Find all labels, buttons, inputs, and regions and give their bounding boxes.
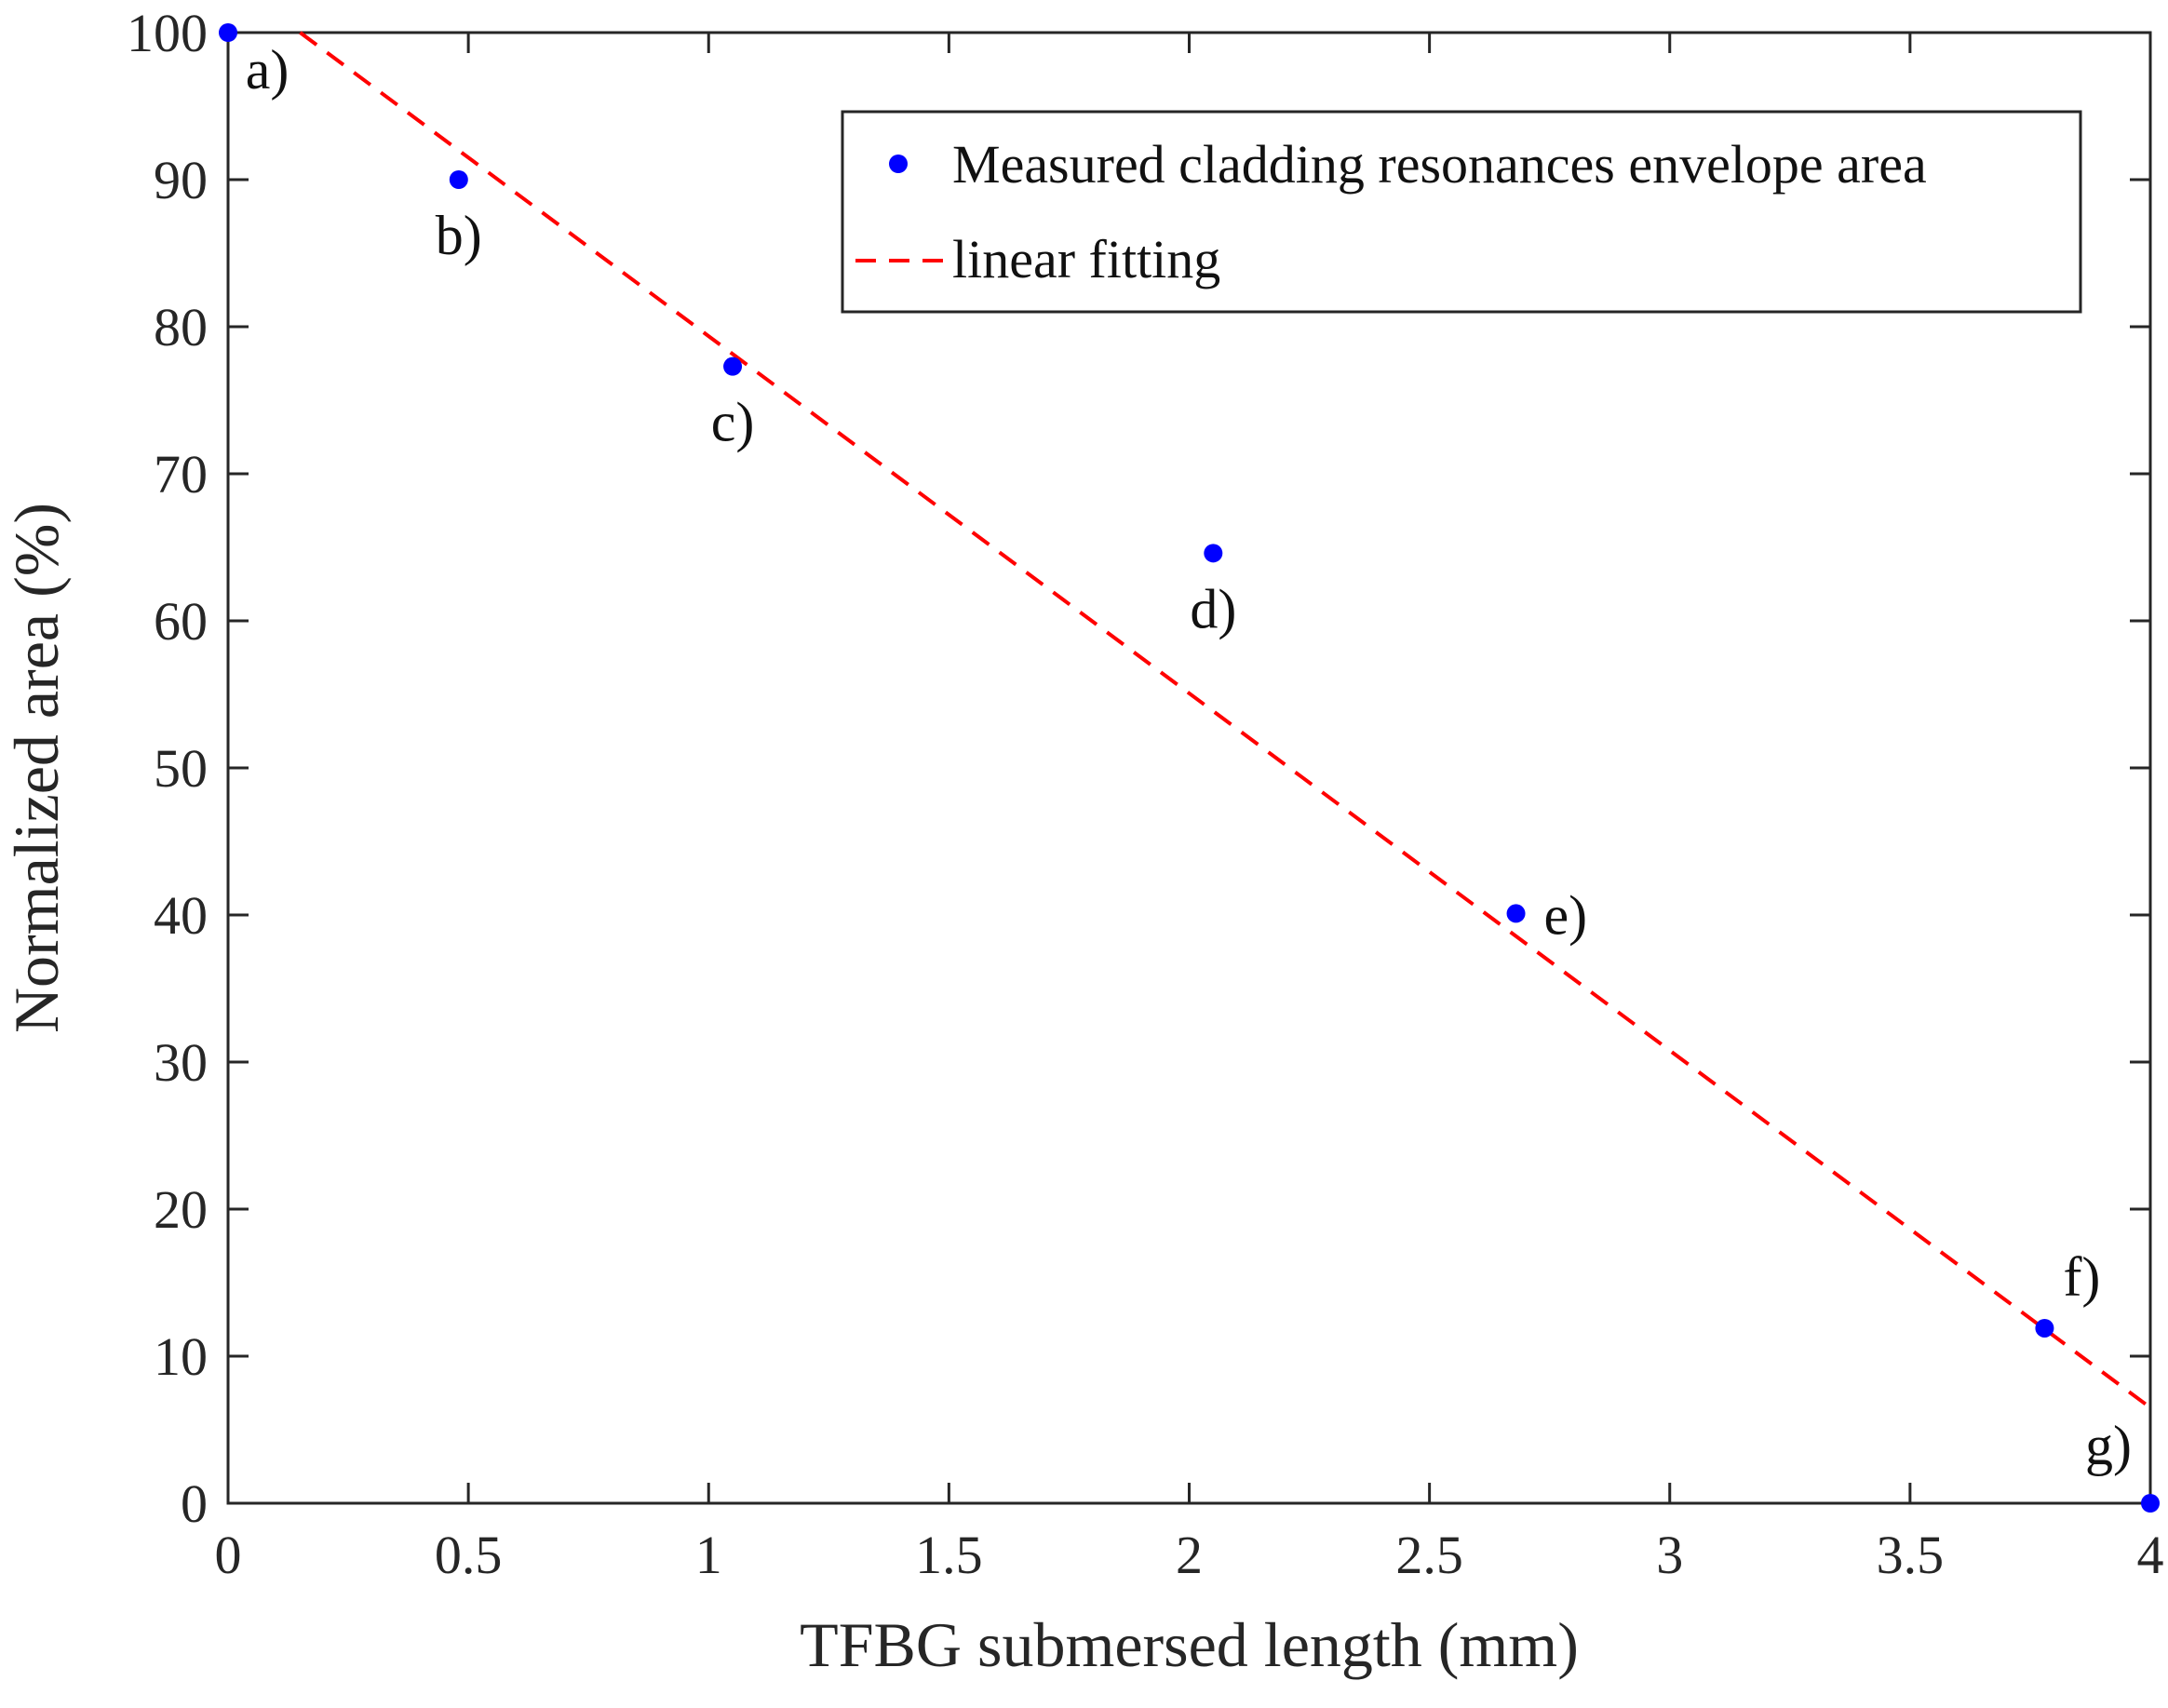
point-label: c) bbox=[711, 392, 755, 453]
x-tick-label: 3 bbox=[1656, 1525, 1683, 1585]
point-label: d) bbox=[1190, 578, 1236, 639]
data-point bbox=[449, 170, 468, 189]
y-tick-label: 10 bbox=[154, 1326, 208, 1387]
y-tick-label: 30 bbox=[154, 1032, 208, 1093]
data-point bbox=[2141, 1494, 2160, 1513]
legend-label-measured: Measured cladding resonances envelope ar… bbox=[952, 134, 1927, 195]
data-point bbox=[2035, 1318, 2054, 1338]
data-point bbox=[723, 356, 743, 376]
legend: Measured cladding resonances envelope ar… bbox=[841, 110, 2082, 314]
point-label: f) bbox=[2063, 1246, 2100, 1308]
data-point bbox=[1204, 544, 1223, 563]
point-label: e) bbox=[1544, 884, 1588, 946]
y-axis-title: Normalized area (%) bbox=[1, 503, 72, 1033]
y-tick-label: 80 bbox=[154, 297, 208, 357]
legend-marker-measured bbox=[889, 155, 908, 173]
data-point bbox=[1506, 904, 1526, 923]
linear-fit-line bbox=[299, 31, 2152, 1409]
point-label: g) bbox=[2085, 1415, 2132, 1476]
x-tick-label: 2 bbox=[1176, 1525, 1203, 1585]
point-label: a) bbox=[246, 39, 290, 101]
y-tick-label: 60 bbox=[154, 591, 208, 652]
x-tick-label: 0 bbox=[215, 1525, 242, 1585]
y-tick-label: 50 bbox=[154, 738, 208, 799]
point-labels: a) b) c) d) e) f) g) bbox=[246, 39, 2132, 1476]
legend-box bbox=[841, 110, 2082, 314]
x-tick-label: 2.5 bbox=[1395, 1525, 1463, 1585]
y-tick-label: 70 bbox=[154, 444, 208, 504]
x-tick-label: 1.5 bbox=[915, 1525, 983, 1585]
y-tick-label: 0 bbox=[181, 1473, 208, 1534]
y-tick-label: 90 bbox=[154, 150, 208, 210]
x-axis-title: TFBG submersed length (mm) bbox=[800, 1609, 1579, 1680]
y-tick-label: 40 bbox=[154, 885, 208, 946]
legend-label-linear-fit: linear fitting bbox=[952, 229, 1220, 289]
x-tick-label: 3.5 bbox=[1877, 1525, 1945, 1585]
data-point bbox=[219, 23, 237, 42]
y-tick-label: 100 bbox=[127, 3, 208, 63]
point-label: b) bbox=[436, 205, 482, 266]
series-layer bbox=[219, 23, 2160, 1513]
x-tick-label: 4 bbox=[2137, 1525, 2164, 1585]
x-tick-label: 0.5 bbox=[435, 1525, 503, 1585]
y-tick-label: 20 bbox=[154, 1179, 208, 1240]
x-tick-label: 1 bbox=[695, 1525, 722, 1585]
